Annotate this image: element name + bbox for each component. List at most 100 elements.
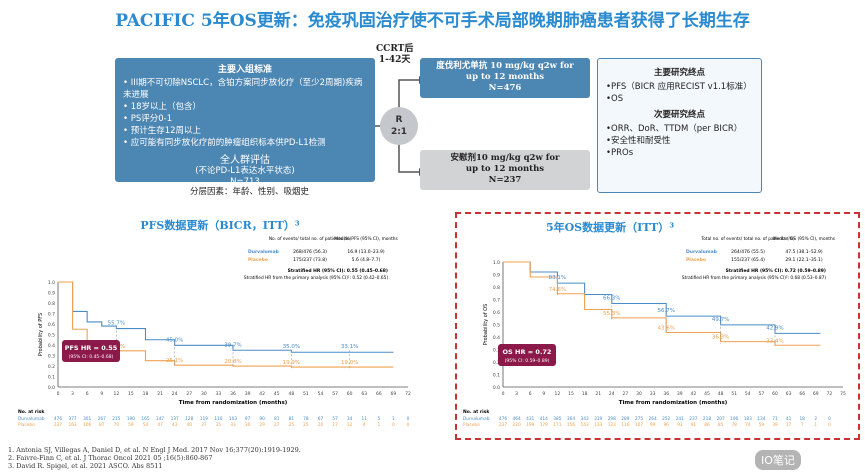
risk-count: 0 [407, 422, 410, 428]
y-tick-label: 0.7 [493, 298, 500, 304]
risk-count: 476 [54, 416, 62, 422]
x-tick-label: 57 [332, 391, 338, 397]
legend-col-median: Median PFS (95% CI), months [334, 236, 398, 242]
risk-count: 71 [772, 416, 778, 422]
risk-count: 35 [216, 422, 222, 428]
legend-col-events: No. of events/ total no. of patients (%) [269, 236, 352, 242]
x-tick-label: 0 [502, 391, 505, 397]
hr-ci: (95% CI: 0.59–0.89) [505, 358, 550, 364]
risk-count: 147 [156, 416, 164, 422]
primary-endpoints-header: 主要研究终点 [653, 68, 705, 78]
hr-box [62, 340, 120, 362]
population-header: 主要入组标准 [217, 65, 272, 75]
y-tick-label: 0.6 [48, 322, 55, 328]
risk-count: 123 [608, 422, 616, 428]
risk-count: 414 [540, 416, 548, 422]
placebo-rate-label: 33.4% [766, 338, 783, 344]
x-tick-label: 39 [245, 391, 251, 397]
risk-count: 196 [730, 416, 738, 422]
y-tick-label: 0.6 [493, 310, 500, 316]
risk-count: 343 [580, 416, 588, 422]
risk-count: 237 [54, 422, 62, 428]
x-tick-label: 66 [799, 391, 805, 397]
risk-count: 17 [786, 422, 792, 428]
risk-count: 57 [332, 416, 338, 422]
x-tick-label: 27 [623, 391, 629, 397]
risk-count: 183 [744, 416, 752, 422]
risk-count: 93 [677, 422, 683, 428]
risk-count: 81 [289, 416, 295, 422]
risk-count: 119 [200, 416, 208, 422]
risk-table-header: No. at risk [18, 409, 45, 415]
secondary-endpoints-header: 次要研究终点 [653, 110, 705, 120]
placebo-rate-label: 74.6% [549, 287, 566, 293]
y-tick-label: 0.2 [48, 364, 55, 370]
x-tick-label: 24 [609, 391, 615, 397]
risk-count: 17 [332, 422, 338, 428]
risk-count: 59 [128, 422, 134, 428]
x-tick-label: 63 [361, 391, 367, 397]
population-assessment: 全人群评估 (不论PD-L1表达水平状态) N=713 [195, 155, 295, 187]
risk-count: 30 [245, 422, 251, 428]
risk-row-label: Placebo [463, 422, 480, 428]
stratified-hr-primary: Stratified HR from the primary analysis … [244, 275, 388, 281]
risk-count: 70 [114, 422, 120, 428]
durvalumab-rate-label: 66.3% [603, 296, 620, 302]
x-tick-label: 27 [186, 391, 192, 397]
risk-count: 207 [716, 416, 724, 422]
risk-count: 78 [731, 422, 737, 428]
x-tick-label: 72 [405, 391, 411, 397]
x-tick-label: 9 [542, 391, 545, 397]
x-tick-label: 57 [759, 391, 765, 397]
risk-count: 301 [83, 416, 91, 422]
risk-count: 143 [580, 422, 588, 428]
risk-count: 275 [635, 416, 643, 422]
risk-count: 103 [229, 416, 237, 422]
criteria-item: • 应可能有同步放化疗前的肿瘤组织标本供PD-L1检测 [123, 138, 326, 148]
risk-count: 199 [526, 422, 534, 428]
risk-count: 0 [392, 422, 395, 428]
durvalumab-rate-label: 55.7% [108, 321, 125, 327]
risk-count: 18 [799, 416, 805, 422]
risk-count: 87 [99, 422, 105, 428]
criteria-list: • III期不可切除NSCLC，含铂方案同步放化疗（至少2周期)疾病未进展 • … [123, 77, 367, 149]
risk-count: 190 [127, 416, 135, 422]
references: 1. Antonia SJ, Villegas A, Daniel D, et … [8, 446, 301, 470]
x-tick-label: 75 [840, 391, 846, 397]
risk-count: 81 [274, 416, 280, 422]
risk-count: 110 [214, 416, 222, 422]
risk-count: 298 [608, 416, 616, 422]
stratified-hr-primary: Stratified HR from the primary analysis … [682, 275, 826, 281]
pfs-chart-title: PFS数据更新（BICR，ITT）³ [140, 219, 300, 232]
risk-count: 97 [245, 416, 251, 422]
y-axis-label: Probability of OS [483, 304, 489, 346]
risk-count: 25 [289, 422, 295, 428]
risk-count: 12 [347, 422, 353, 428]
x-tick-label: 66 [376, 391, 382, 397]
x-tick-label: 18 [143, 391, 149, 397]
x-tick-label: 15 [128, 391, 134, 397]
placebo-rate-label: 36.3% [712, 335, 729, 341]
watermark: IO笔记 [755, 450, 801, 470]
placebo-rate-label: 43.6% [657, 326, 674, 332]
hr-value: OS HR = 0.72 [503, 348, 552, 356]
legend-arm-name: Placebo [686, 257, 706, 263]
risk-count: 54 [143, 422, 149, 428]
x-tick-label: 9 [100, 391, 103, 397]
x-tick-label: 0 [57, 391, 60, 397]
y-tick-label: 0.5 [493, 323, 500, 329]
arm-durvalumab: 度伐利尤单抗 10 mg/kg q2w for up to 12 months N=… [420, 58, 590, 98]
x-tick-label: 30 [636, 391, 642, 397]
risk-count: 4 [363, 422, 366, 428]
y-tick-label: 0.5 [48, 333, 55, 339]
legend-arm-name: Durvalumab [686, 249, 718, 255]
risk-count: 252 [662, 416, 670, 422]
risk-count: 116 [621, 422, 629, 428]
risk-count: 34 [347, 416, 353, 422]
x-tick-label: 33 [216, 391, 222, 397]
legend-median-value: 29.1 (22.1–35.1) [785, 257, 822, 263]
x-tick-label: 21 [157, 391, 163, 397]
risk-count: 0 [828, 422, 831, 428]
x-tick-label: 39 [677, 391, 683, 397]
risk-count: 289 [621, 416, 629, 422]
